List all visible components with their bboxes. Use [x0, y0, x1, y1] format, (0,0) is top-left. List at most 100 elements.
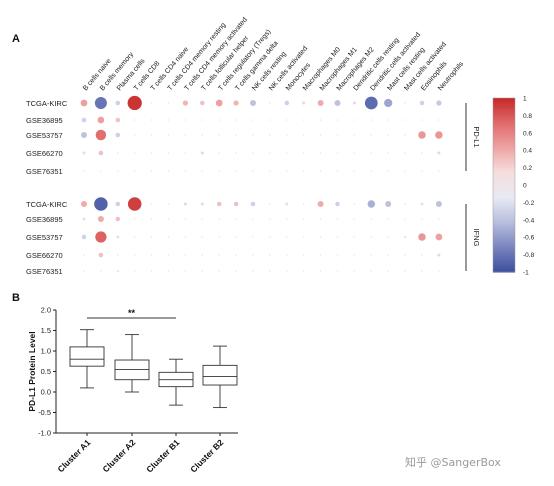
- heatmap-bubble: [336, 254, 339, 256]
- heatmap-bubble: [421, 152, 423, 154]
- color-scale-segment: [493, 134, 515, 138]
- color-scale-segment: [493, 228, 515, 232]
- heatmap-bubble: [302, 203, 305, 205]
- heatmap-bubble: [319, 152, 322, 154]
- heatmap-bubble: [286, 134, 288, 136]
- heatmap-bubble: [201, 170, 204, 172]
- heatmap-bubble: [133, 152, 136, 154]
- heatmap-bubble: [437, 253, 441, 257]
- heatmap-bubble: [117, 170, 119, 172]
- heatmap-bubble: [218, 134, 220, 136]
- row-label: GSE76351: [26, 267, 63, 276]
- panel-a-label: A: [12, 33, 20, 45]
- heatmap-bubble: [184, 218, 187, 220]
- heatmap-bubble: [133, 218, 136, 220]
- heatmap-bubble: [201, 134, 204, 136]
- color-scale-segment: [493, 180, 515, 184]
- heatmap-bubble: [201, 270, 204, 272]
- heatmap-bubble: [319, 218, 322, 220]
- color-scale-segment: [493, 219, 515, 223]
- color-scale-tick-label: 0.2: [523, 165, 532, 172]
- color-scale-segment: [493, 132, 515, 136]
- heatmap-bubble: [252, 270, 254, 272]
- heatmap-bubble: [421, 218, 423, 220]
- heatmap-bubble: [252, 134, 254, 136]
- heatmap-bubble: [133, 236, 136, 238]
- heatmap-bubble: [403, 235, 407, 239]
- heatmap-bubble: [319, 236, 322, 238]
- heatmap-bubble: [218, 218, 220, 220]
- heatmap-bubble: [235, 134, 237, 136]
- color-scale-segment: [493, 165, 515, 169]
- color-scale-segment: [493, 139, 515, 143]
- heatmap-bubble: [353, 254, 356, 256]
- heatmap-bubble: [235, 170, 237, 172]
- heatmap-bubble: [167, 270, 170, 272]
- heatmap-bubble: [250, 201, 256, 207]
- color-scale-segment: [493, 193, 515, 197]
- panel-b-label: B: [12, 292, 20, 304]
- heatmap-bubble: [215, 99, 223, 107]
- heatmap-bubble: [184, 170, 187, 172]
- color-scale-segment: [493, 230, 515, 234]
- heatmap-bubble: [233, 201, 239, 207]
- row-label: GSE36895: [26, 116, 63, 125]
- heatmap-bubble: [353, 134, 356, 136]
- heatmap-bubble: [150, 152, 153, 154]
- heatmap-bubble: [252, 236, 254, 238]
- color-scale-segment: [493, 252, 515, 256]
- heatmap-bubble: [269, 254, 271, 256]
- heatmap-bubble: [82, 217, 86, 221]
- heatmap-bubble: [353, 152, 356, 154]
- color-scale-segment: [493, 156, 515, 160]
- heatmap-bubble: [269, 236, 271, 238]
- color-scale-segment: [493, 245, 515, 249]
- color-scale-segment: [493, 152, 515, 156]
- heatmap-bubble: [384, 98, 393, 108]
- heatmap-bubble: [218, 254, 220, 256]
- heatmap-bubble: [404, 203, 406, 205]
- category-label: Cluster A2: [101, 437, 138, 474]
- heatmap-bubble: [370, 170, 373, 172]
- heatmap-bubble: [286, 236, 288, 238]
- heatmap-bubble: [370, 254, 373, 256]
- heatmap-bubble: [167, 218, 170, 220]
- heatmap-bubble: [269, 218, 271, 220]
- heatmap-bubble: [286, 218, 288, 220]
- heatmap-bubble: [419, 100, 425, 106]
- color-scale-tick-label: 0.4: [523, 148, 532, 155]
- heatmap-bubble: [252, 119, 254, 121]
- group-label: PD-L1: [472, 126, 481, 147]
- y-axis-title: PD-L1 Protein Level: [27, 331, 37, 411]
- y-tick-label: 1.5: [41, 326, 51, 335]
- color-scale-tick-label: -1: [523, 270, 529, 277]
- y-tick-label: 2.0: [41, 306, 51, 315]
- heatmap-bubble: [334, 100, 341, 106]
- color-scale-tick-label: -0.6: [523, 235, 535, 242]
- row-label: GSE66270: [26, 251, 63, 260]
- heatmap-bubble: [233, 100, 239, 106]
- color-scale-segment: [493, 237, 515, 240]
- heatmap-bubble: [115, 100, 121, 106]
- heatmap-bubble: [302, 119, 305, 121]
- heatmap-bubble: [94, 197, 108, 211]
- heatmap-bubble: [81, 234, 87, 240]
- heatmap-bubble: [385, 201, 392, 207]
- color-scale-segment: [493, 224, 515, 227]
- heatmap-bubble: [387, 218, 390, 220]
- heatmap-bubble: [286, 270, 288, 272]
- heatmap-bubble: [335, 201, 340, 207]
- heatmap-bubble: [370, 218, 373, 220]
- color-scale-segment: [493, 239, 515, 243]
- color-scale-tick-label: 1: [523, 96, 527, 103]
- heatmap-bubble: [115, 216, 121, 222]
- color-scale-segment: [493, 158, 515, 162]
- heatmap-bubble: [404, 152, 406, 154]
- heatmap-bubble: [269, 134, 271, 136]
- heatmap-bubble: [218, 119, 220, 121]
- row-label: GSE76351: [26, 167, 63, 176]
- color-scale-segment: [493, 221, 515, 225]
- heatmap-bubble: [150, 254, 153, 256]
- heatmap-bubble: [336, 170, 339, 172]
